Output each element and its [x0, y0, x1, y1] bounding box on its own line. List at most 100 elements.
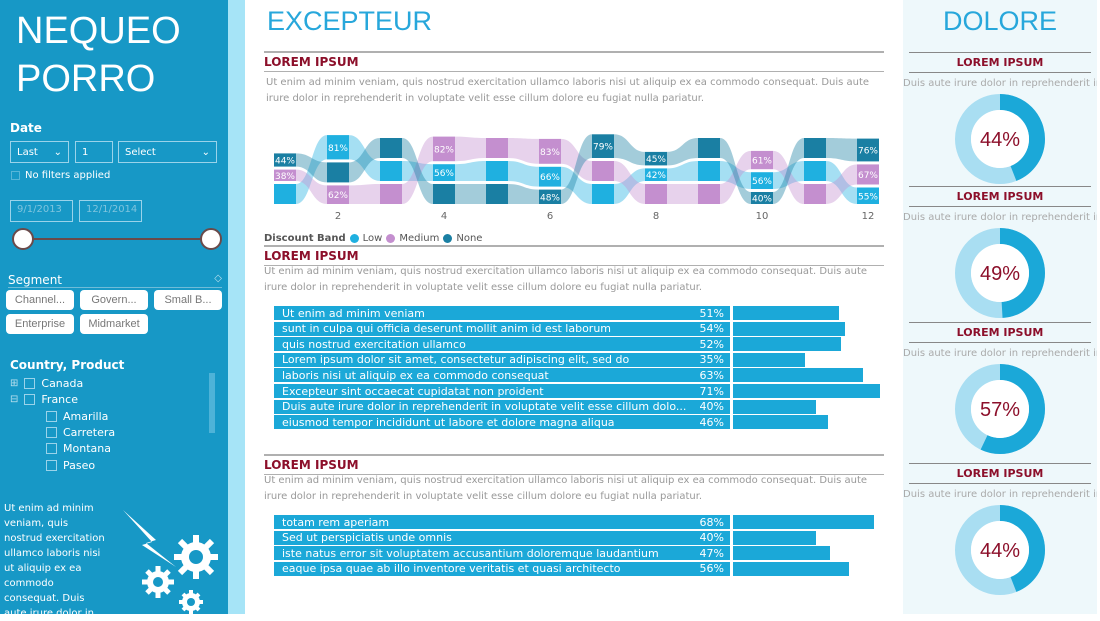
- table-row[interactable]: totam rem aperiam 68%: [274, 515, 730, 529]
- segment-none[interactable]: [751, 192, 773, 204]
- ribbon-none: [826, 138, 857, 162]
- table-row[interactable]: Lorem ipsum dolor sit amet, consectetur …: [274, 352, 730, 367]
- segment-medium[interactable]: [645, 184, 667, 204]
- count-input[interactable]: 1: [75, 141, 113, 163]
- period-dropdown[interactable]: Last ⌄: [10, 141, 69, 163]
- segment-low[interactable]: [592, 184, 614, 204]
- segment-low[interactable]: [645, 168, 667, 181]
- segment-medium[interactable]: [327, 185, 349, 204]
- card-heading: LOREM IPSUM: [909, 463, 1091, 484]
- section-text: Ut enim ad minim veniam, quis nostrud ex…: [264, 475, 868, 502]
- tree-item-montana[interactable]: Montana: [46, 440, 111, 456]
- checkbox[interactable]: [24, 393, 36, 405]
- segment-low[interactable]: [380, 161, 402, 181]
- segment-medium[interactable]: [539, 138, 561, 164]
- table-row[interactable]: Duis aute irure dolor in reprehenderit i…: [274, 399, 730, 414]
- segment-medium[interactable]: [274, 169, 296, 181]
- table-row[interactable]: eaque ipsa quae ab illo inventore verita…: [274, 561, 730, 576]
- legend-item-medium[interactable]: Medium: [399, 233, 440, 244]
- segment-low[interactable]: [751, 172, 773, 189]
- date-slider-track[interactable]: [22, 238, 212, 240]
- segment-medium[interactable]: [804, 184, 826, 204]
- segment-none[interactable]: [857, 138, 879, 162]
- tree-item-france[interactable]: ⊟ France: [10, 391, 78, 407]
- ribbon-low: [455, 161, 486, 181]
- tree-scrollbar[interactable]: [209, 373, 215, 433]
- tree-item-paseo[interactable]: Paseo: [46, 457, 95, 473]
- segment-none[interactable]: [804, 138, 826, 158]
- legend-item-low[interactable]: Low: [362, 233, 383, 244]
- table-row[interactable]: Excepteur sint occaecat cupidatat non pr…: [274, 384, 730, 398]
- segment-medium[interactable]: [698, 184, 720, 204]
- tree-item-canada[interactable]: ⊞ Canada: [10, 375, 83, 391]
- data-label: 45%: [646, 155, 666, 165]
- segment-none[interactable]: [645, 151, 667, 166]
- segment-none[interactable]: [698, 138, 720, 158]
- segment-channel[interactable]: Channel...: [6, 290, 74, 310]
- legend-dot-none: [443, 234, 453, 243]
- legend-item-none[interactable]: None: [456, 233, 483, 244]
- segment-medium[interactable]: [433, 136, 455, 162]
- table-row[interactable]: eiusmod tempor incididunt ut labore et d…: [274, 415, 730, 430]
- table-row[interactable]: sunt in culpa qui officia deserunt molli…: [274, 321, 730, 336]
- segment-none[interactable]: [433, 184, 455, 204]
- ribbon-medium: [296, 169, 327, 204]
- table-row[interactable]: laboris nisi ut aliquip ex ea commodo co…: [274, 368, 730, 383]
- segment-low[interactable]: [539, 166, 561, 187]
- segment-small-business[interactable]: Small B...: [154, 290, 222, 310]
- eraser-icon[interactable]: ◇: [214, 273, 222, 284]
- row-value: 47%: [699, 546, 724, 560]
- expand-icon[interactable]: ⊞: [10, 377, 19, 389]
- segment-none[interactable]: [327, 162, 349, 183]
- checkbox[interactable]: [46, 410, 57, 422]
- segment-low[interactable]: [857, 187, 879, 205]
- checkbox[interactable]: [46, 442, 57, 454]
- row-bar: [733, 530, 816, 545]
- checkbox[interactable]: [46, 426, 57, 438]
- tree-item-amarilla[interactable]: Amarilla: [46, 408, 108, 424]
- segment-medium[interactable]: [857, 164, 879, 185]
- segment-low[interactable]: [804, 161, 826, 181]
- ribbon-medium: [455, 136, 486, 162]
- segment-low[interactable]: [433, 164, 455, 181]
- checkbox[interactable]: [46, 459, 57, 471]
- segment-medium[interactable]: [592, 161, 614, 181]
- segment-none[interactable]: [274, 153, 296, 167]
- segment-none[interactable]: [380, 138, 402, 158]
- ribbon-low: [508, 161, 539, 187]
- slider-end-handle[interactable]: [200, 228, 222, 250]
- table-row[interactable]: Sed ut perspiciatis unde omnis 40%: [274, 530, 730, 545]
- row-value: 46%: [699, 415, 724, 429]
- segment-low[interactable]: [486, 161, 508, 181]
- ribbon-low: [826, 161, 857, 204]
- segment-government[interactable]: Govern...: [80, 290, 148, 310]
- slider-start-handle[interactable]: [12, 228, 34, 250]
- segment-midmarket[interactable]: Midmarket: [80, 314, 148, 334]
- donut-value-arc: [955, 94, 1045, 184]
- row-label: iste natus error sit voluptatem accusant…: [282, 546, 659, 560]
- segment-none[interactable]: [486, 184, 508, 204]
- table-row[interactable]: quis nostrud exercitation ullamco 52%: [274, 337, 730, 352]
- table-row[interactable]: iste natus error sit voluptatem accusant…: [274, 546, 730, 561]
- tree-item-carretera[interactable]: Carretera: [46, 424, 115, 440]
- divider-strip: [228, 0, 245, 614]
- collapse-icon[interactable]: ⊟: [10, 393, 19, 405]
- table-row[interactable]: Ut enim ad minim veniam 51%: [274, 306, 730, 320]
- segment-low[interactable]: [274, 184, 296, 204]
- segment-low[interactable]: [327, 135, 349, 160]
- segment-medium[interactable]: [486, 138, 508, 158]
- unit-dropdown[interactable]: Select ⌄: [118, 141, 217, 163]
- row-bar: [733, 515, 874, 529]
- start-date-input[interactable]: 9/1/2013: [10, 200, 73, 222]
- segment-medium[interactable]: [380, 184, 402, 204]
- segment-low[interactable]: [698, 161, 720, 181]
- data-label: 42%: [646, 171, 666, 181]
- segment-none[interactable]: [592, 134, 614, 158]
- section-text: Ut enim ad minim veniam, quis nostrud ex…: [264, 266, 868, 293]
- checkbox[interactable]: [24, 377, 36, 389]
- chart-legend: Discount Band Low Medium None: [264, 233, 482, 244]
- segment-enterprise[interactable]: Enterprise: [6, 314, 74, 334]
- end-date-input[interactable]: 12/1/2014: [79, 200, 142, 222]
- segment-none[interactable]: [539, 189, 561, 204]
- segment-medium[interactable]: [751, 150, 773, 170]
